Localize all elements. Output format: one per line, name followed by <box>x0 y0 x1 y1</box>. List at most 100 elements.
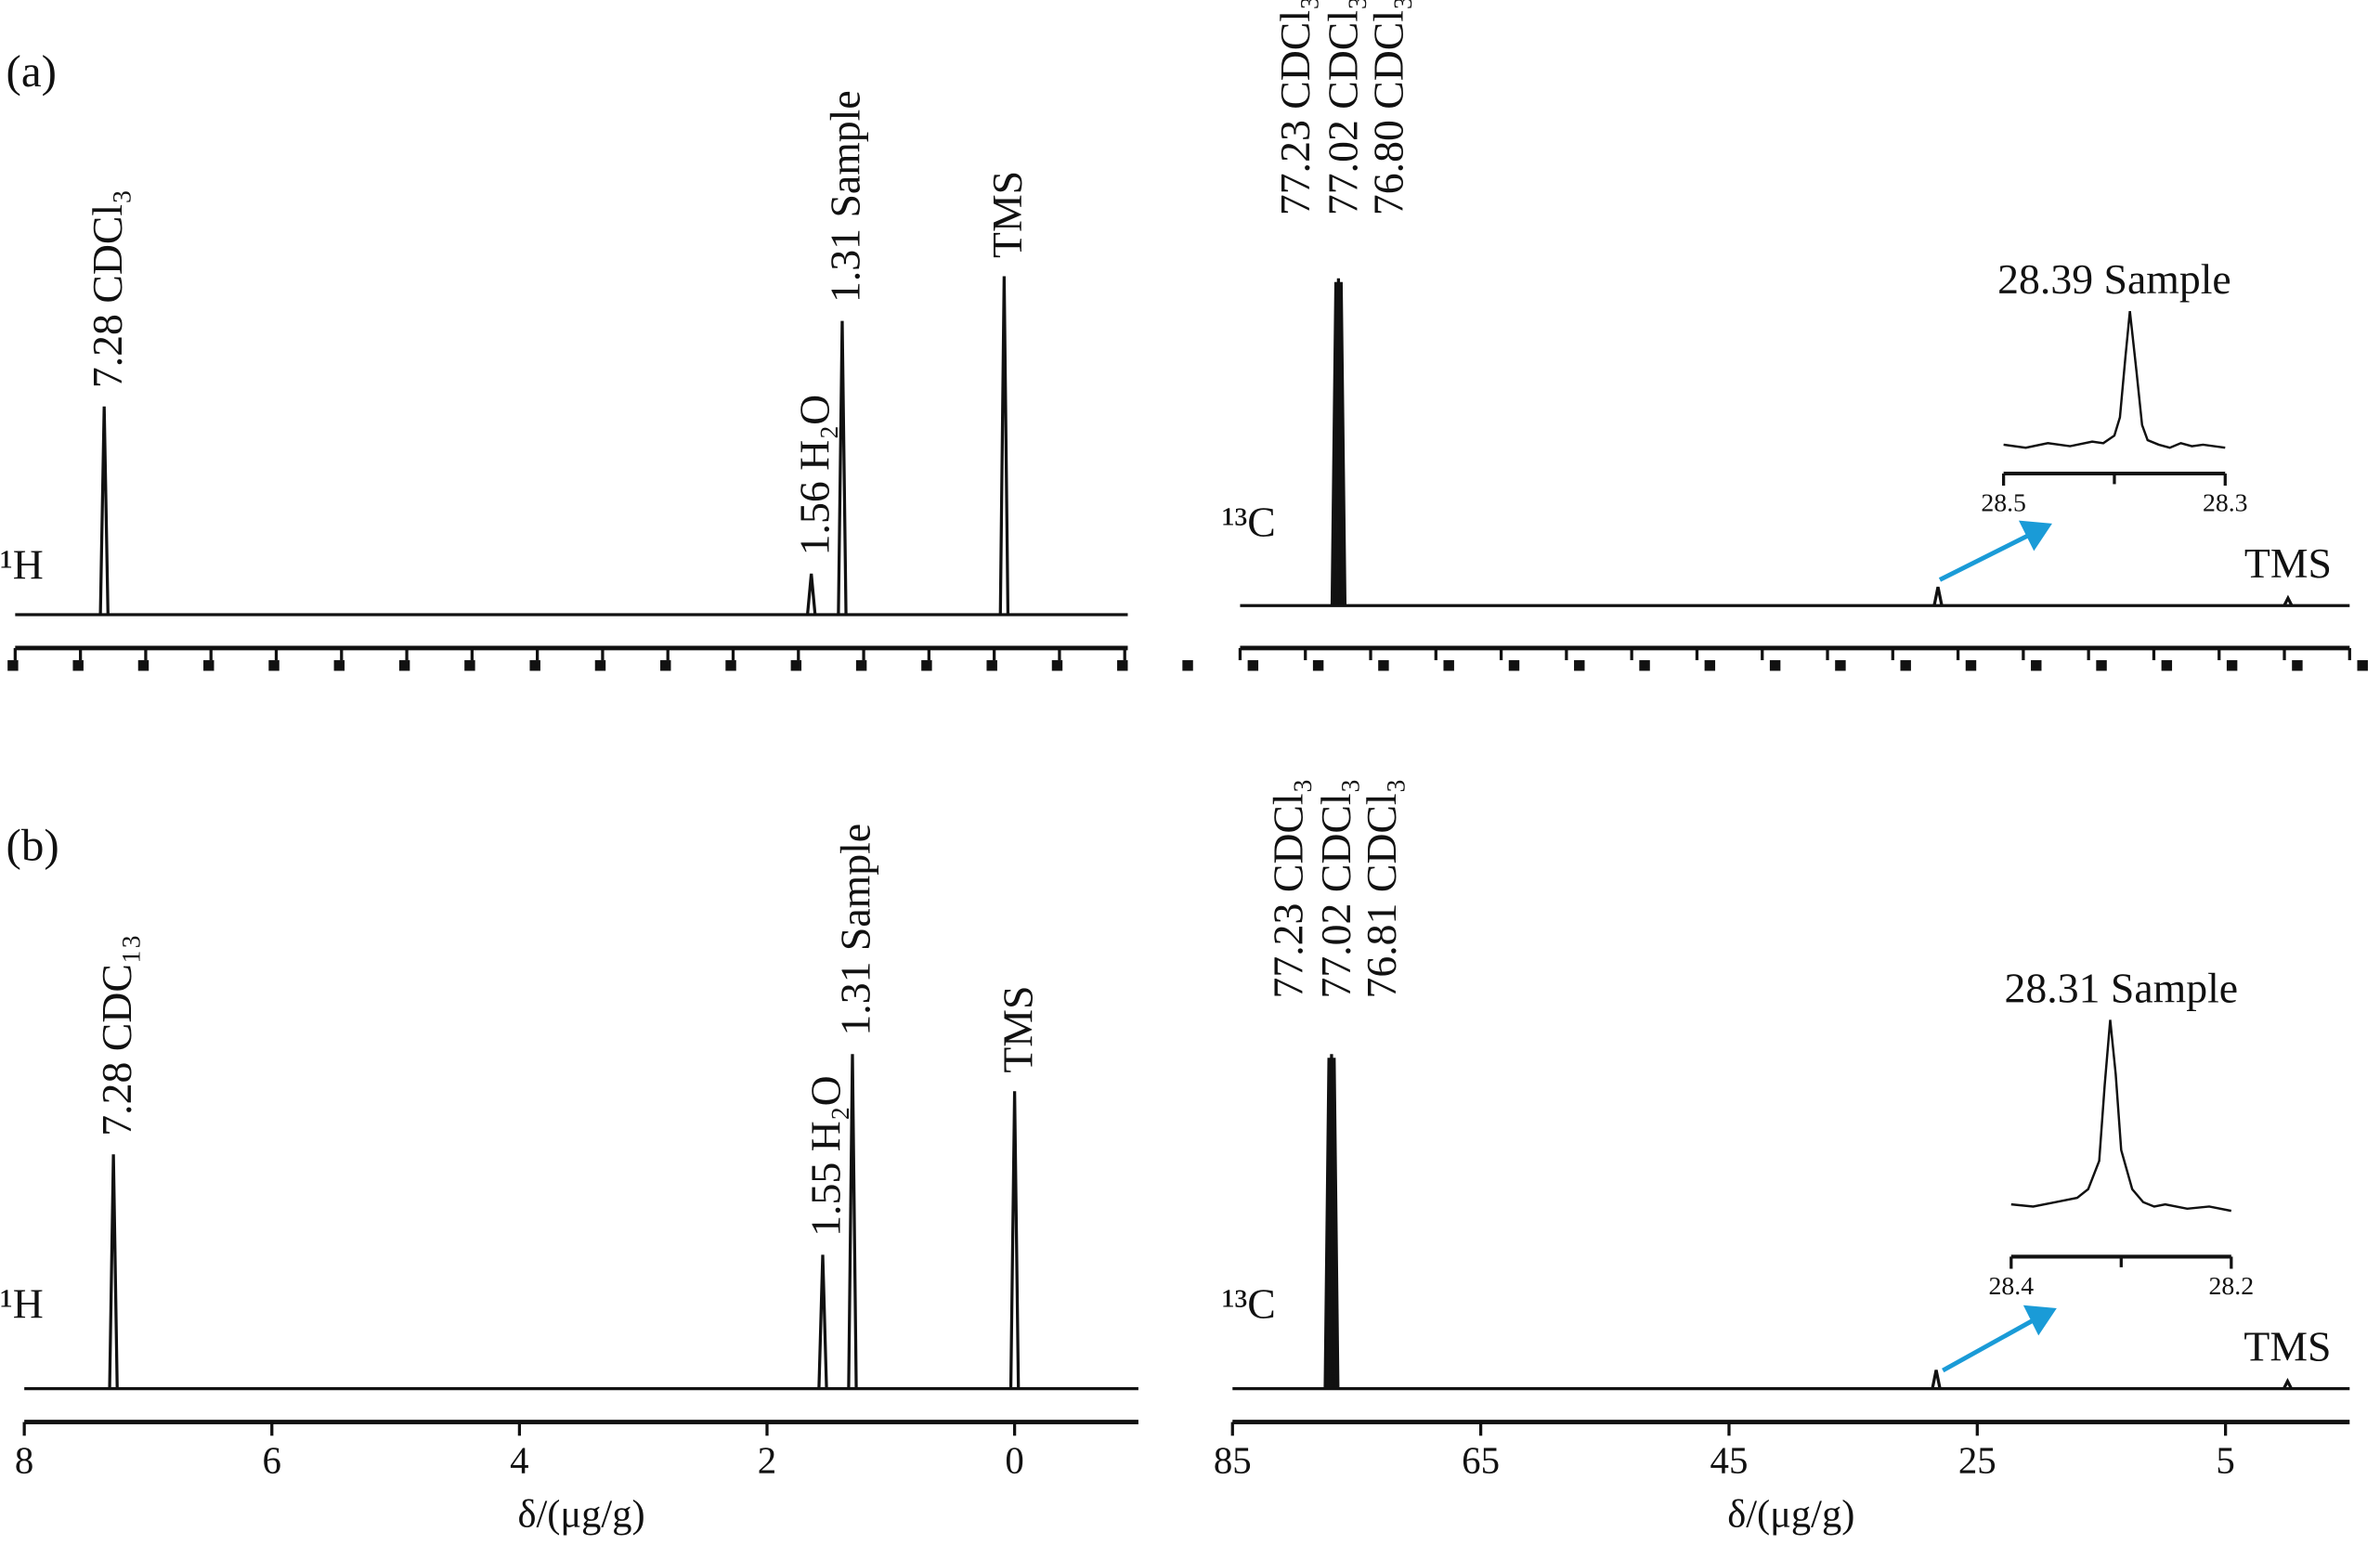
separator-dot <box>660 660 671 671</box>
nucleus-label: ¹³C <box>1222 1280 1276 1328</box>
separator-dot <box>1574 660 1585 671</box>
x-axis-label: δ/(μg/g) <box>1727 1492 1854 1536</box>
peak-label: TMS <box>983 171 1031 258</box>
separator-dot <box>1508 660 1520 671</box>
peak-label: 28.39 Sample <box>1997 255 2231 303</box>
separator-dot <box>855 660 867 671</box>
separator-dot <box>1378 660 1389 671</box>
arrow <box>1942 1315 2040 1373</box>
peak <box>1335 281 1347 606</box>
peak-label: 7.28 CDCl₃ <box>84 189 131 388</box>
x-tick-label: 8 <box>15 1440 33 1482</box>
separator-dot <box>921 660 932 671</box>
separator-dot <box>725 660 736 671</box>
x-tick-label: 0 <box>1005 1440 1023 1482</box>
x-tick-label: 2 <box>758 1440 776 1482</box>
peak-label: 1.31 Sample <box>832 824 879 1036</box>
peak-label: 7.28 CDC₁₃ <box>93 934 140 1136</box>
x-tick-label: 6 <box>263 1440 281 1482</box>
separator-dot <box>464 660 475 671</box>
peak-label: TMS <box>2243 1322 2331 1370</box>
peak <box>1333 278 1345 606</box>
peak <box>2282 1378 2294 1390</box>
peak-label: 77.02 CDCl₃ <box>1312 778 1359 998</box>
separator-dot <box>7 660 19 671</box>
peak-label: 1.31 Sample <box>822 90 869 303</box>
separator-dot <box>72 660 84 671</box>
separator-dot <box>1312 660 1324 671</box>
peak <box>817 1254 828 1389</box>
separator-dot <box>1051 660 1063 671</box>
peak <box>98 406 110 616</box>
x-tick-label: 4 <box>510 1440 528 1482</box>
peak-label: 77.23 CDCl₃ <box>1264 778 1311 998</box>
separator-dot <box>137 660 150 671</box>
separator-dot <box>268 660 280 671</box>
peak <box>837 320 848 616</box>
separator-dot <box>790 660 802 671</box>
peak-label: 77.02 CDCl₃ <box>1320 0 1367 215</box>
peak <box>2282 594 2294 606</box>
separator-dot <box>1704 660 1716 671</box>
separator-dot <box>1769 660 1781 671</box>
separator-dot <box>986 660 997 671</box>
separator-dot <box>1182 660 1193 671</box>
separator-dot <box>203 660 215 671</box>
panel-label: (b) <box>7 820 59 871</box>
peak <box>1329 1058 1340 1389</box>
peak <box>108 1154 119 1389</box>
x-tick-label: 45 <box>1710 1440 1749 1482</box>
separator-dot <box>1835 660 1846 671</box>
peak-label: 77.23 CDCl₃ <box>1271 0 1319 215</box>
separator-dot <box>1443 660 1454 671</box>
inset-tick-label: 28.5 <box>1981 489 2026 518</box>
peak-label: 76.81 CDCl₃ <box>1358 778 1405 998</box>
peak-label: TMS <box>994 986 1041 1073</box>
peak <box>1326 1054 1337 1389</box>
separator-dot <box>1247 660 1259 671</box>
separator-dot <box>1639 660 1650 671</box>
peak-label: 1.56 H₂O <box>790 395 838 556</box>
peak <box>998 276 1010 616</box>
separator-dot <box>2226 660 2238 671</box>
inset-curve <box>2010 1019 2232 1213</box>
nucleus-label: ¹H <box>0 540 44 588</box>
separator-dot <box>2161 660 2173 671</box>
inset-tick-label: 28.3 <box>2203 489 2248 518</box>
separator-dot <box>2292 660 2303 671</box>
peak-label: TMS <box>2244 539 2332 587</box>
x-axis-label: δ/(μg/g) <box>517 1492 644 1536</box>
peak-label: 76.80 CDCl₃ <box>1364 0 1411 215</box>
arrow <box>1938 530 2035 582</box>
separator-dot <box>1965 660 1977 671</box>
separator-dot <box>594 660 606 671</box>
peak-label: 28.31 Sample <box>2005 965 2239 1012</box>
peak-label: 1.55 H₂O <box>802 1075 850 1237</box>
inset-curve <box>2003 310 2226 449</box>
arrow-head <box>2022 1305 2057 1336</box>
x-tick-label: 25 <box>1958 1440 1996 1482</box>
separator-dot <box>2357 660 2368 671</box>
peak <box>805 573 817 616</box>
inset-tick-label: 28.4 <box>1989 1272 2035 1301</box>
arrow-head <box>2018 520 2052 552</box>
separator-dot <box>529 660 540 671</box>
nucleus-label: ¹H <box>0 1280 44 1328</box>
panel-label: (a) <box>7 45 57 97</box>
inset-tick-label: 28.2 <box>2209 1272 2255 1301</box>
separator-dot <box>1117 660 1128 671</box>
peak <box>1931 1370 1942 1389</box>
x-tick-label: 85 <box>1214 1440 1252 1482</box>
peak <box>847 1054 858 1389</box>
x-tick-label: 65 <box>1462 1440 1500 1482</box>
separator-dot <box>2096 660 2107 671</box>
x-tick-label: 5 <box>2216 1440 2234 1482</box>
separator-dot <box>398 660 410 671</box>
separator-dot <box>1900 660 1911 671</box>
nucleus-label: ¹³C <box>1222 499 1276 546</box>
peak <box>1932 586 1944 606</box>
separator-dot <box>2031 660 2042 671</box>
peak <box>1008 1091 1021 1389</box>
